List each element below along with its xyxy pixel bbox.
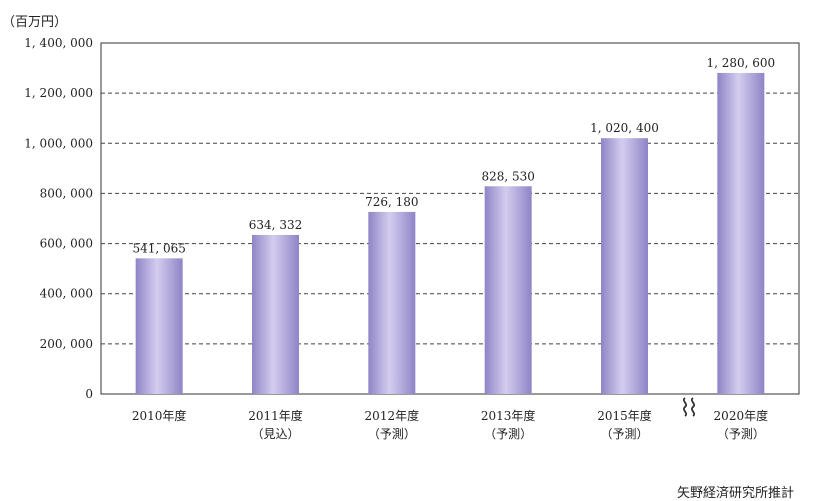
x-tick-label: 2013年度 [481,408,536,423]
data-label: 634, 332 [249,218,302,232]
x-tick-label: 2020年度 [714,408,769,423]
bars [135,72,765,394]
data-label: 726, 180 [365,195,418,209]
plot-area [100,42,800,395]
y-tick-label: 0 [85,387,93,401]
bar [368,211,416,394]
gridlines [101,92,799,345]
bar [717,72,765,394]
y-tick-label: 800, 000 [40,186,93,200]
x-tick-label: （予測） [600,427,648,441]
y-tick-label: 600, 000 [40,237,93,251]
data-label: 1, 020, 400 [590,121,659,135]
y-tick-label: 200, 000 [40,337,93,351]
x-axis-labels: 2010年度 2011年度 （見込） 2012年度 （予測） 2013年度 （予測） 2015… [132,408,768,441]
bar [135,258,183,394]
x-tick-label: （予測） [717,427,765,441]
y-tick-label: 1, 200, 000 [24,86,93,100]
x-tick-label: 2012年度 [365,408,420,423]
bar [601,138,648,394]
y-tick-label: 400, 000 [40,287,93,301]
y-axis-ticks: 0 200, 000 400, 000 600, 000 800, 000 1, 000,… [24,36,93,401]
value-labels: 541, 065 634, 332 726, 180 828, 530 1, 020, … [132,56,775,255]
unit-label: （百万円） [2,15,67,30]
y-tick-label: 1, 400, 000 [24,36,93,50]
source-note: 矢野経済研究所推計 [676,486,794,501]
x-tick-label: 2015年度 [597,408,652,423]
x-tick-label: （予測） [484,427,532,441]
x-tick-label: （見込） [251,427,299,441]
data-label: 541, 065 [132,241,185,255]
x-tick-label: 2011年度 [248,408,303,423]
x-tick-label: 2010年度 [132,408,187,423]
axis-break-icon [682,397,696,417]
x-tick-label: （予測） [368,427,416,441]
bar [484,186,532,394]
data-label: 1, 280, 600 [706,56,775,70]
data-label: 828, 530 [481,169,534,183]
bar [252,234,299,394]
y-tick-label: 1, 000, 000 [24,136,93,150]
